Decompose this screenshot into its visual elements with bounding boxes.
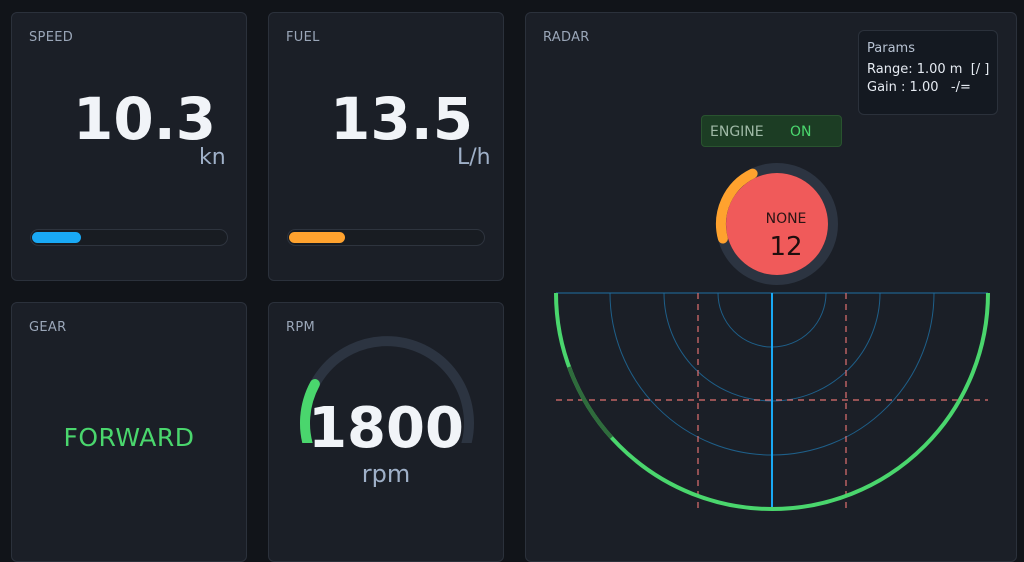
speed-unit: kn bbox=[199, 145, 226, 170]
rpm-card: RPM 1800 rpm bbox=[268, 302, 504, 562]
radar-sweep-trail bbox=[567, 366, 613, 439]
target-fill bbox=[726, 173, 828, 275]
target-indicator bbox=[716, 163, 838, 285]
target-label: NONE bbox=[765, 211, 807, 227]
radar-title: RADAR bbox=[543, 30, 590, 45]
fuel-unit: L/h bbox=[457, 145, 491, 170]
gear-value: FORWARD bbox=[63, 423, 195, 452]
rpm-gauge-fill bbox=[300, 379, 320, 443]
fuel-value: 13.5 bbox=[330, 85, 474, 153]
fuel-title: FUEL bbox=[286, 30, 320, 45]
engine-label: ENGINE bbox=[710, 124, 764, 140]
gear-title: GEAR bbox=[29, 320, 67, 335]
radar-scope bbox=[554, 292, 990, 511]
target-count: 12 bbox=[769, 232, 803, 262]
rpm-value: 1800 bbox=[308, 396, 464, 461]
rpm-unit: rpm bbox=[361, 460, 411, 488]
fuel-card: FUEL 13.5 L/h bbox=[268, 12, 504, 281]
fuel-bar bbox=[287, 229, 485, 246]
engine-state: ON bbox=[790, 124, 812, 140]
target-ring-fill bbox=[716, 168, 758, 244]
speed-value: 10.3 bbox=[73, 85, 217, 153]
speed-card: SPEED 10.3 kn bbox=[11, 12, 247, 281]
speed-bar-fill bbox=[32, 232, 81, 243]
engine-status[interactable]: ENGINE ON bbox=[701, 115, 842, 147]
fuel-bar-fill bbox=[289, 232, 345, 243]
params-panel: Params Range: 1.00 m [/ ] Gain : 1.00 -/… bbox=[858, 30, 998, 115]
speed-title: SPEED bbox=[29, 30, 74, 45]
params-title: Params bbox=[867, 41, 915, 56]
speed-bar bbox=[30, 229, 228, 246]
params-gain: Gain : 1.00 -/= bbox=[867, 80, 971, 95]
gear-card: GEAR FORWARD bbox=[11, 302, 247, 562]
params-range: Range: 1.00 m [/ ] bbox=[867, 62, 990, 77]
rpm-title: RPM bbox=[286, 320, 315, 335]
radar-card: RADAR Params Range: 1.00 m [/ ] Gain : 1… bbox=[525, 12, 1017, 562]
rpm-gauge bbox=[300, 336, 474, 443]
